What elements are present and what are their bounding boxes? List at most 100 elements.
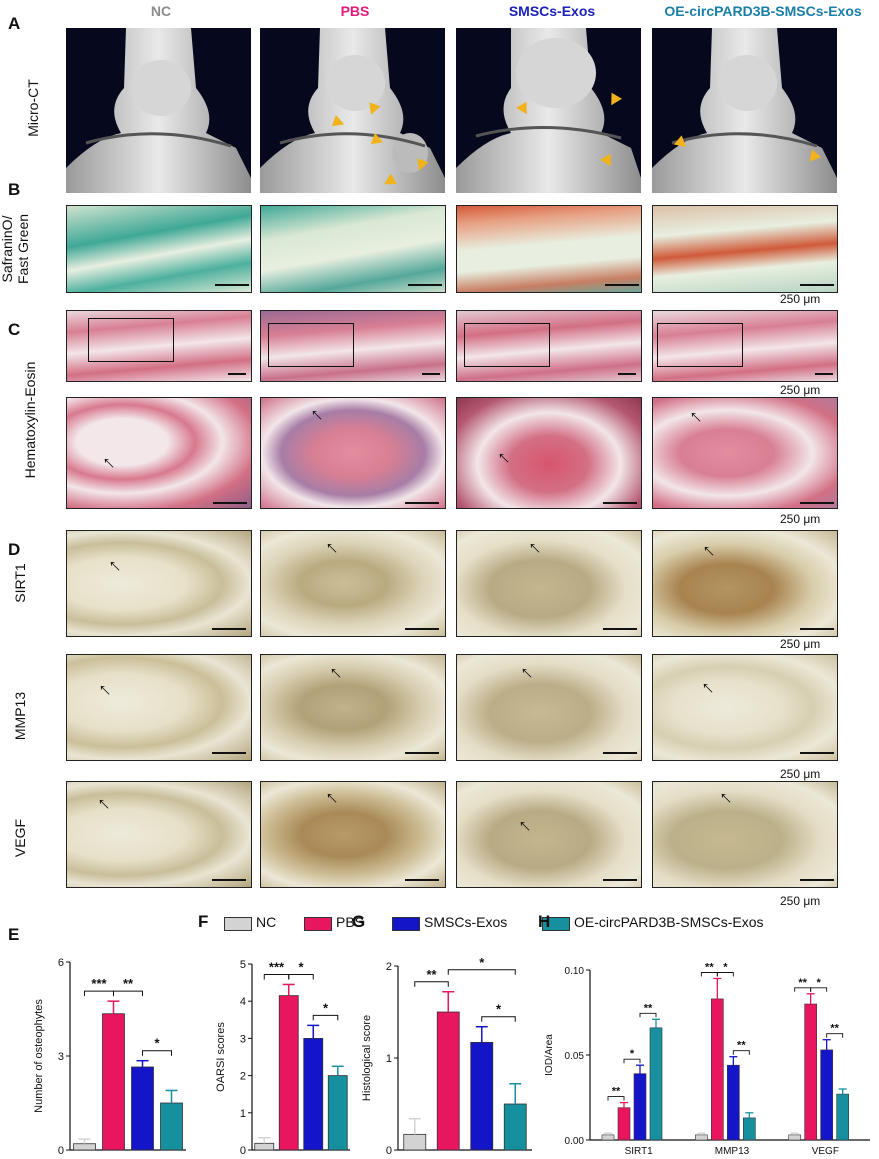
bar — [743, 1117, 756, 1141]
he-lowmag-image-pbs — [260, 310, 446, 382]
row-label-safranin-line1: SafraninO/ — [0, 215, 15, 283]
scale-bar — [800, 752, 834, 754]
panel-letter-g: G — [352, 912, 366, 931]
significance-label: * — [323, 1000, 329, 1015]
significance-label: * — [154, 1036, 160, 1051]
x-tick-label: MMP13 — [715, 1146, 750, 1155]
significance-bracket — [263, 973, 290, 980]
safranin-image-oe-circpard3b — [652, 205, 838, 293]
significance-bracket — [481, 1016, 516, 1022]
significance-bracket — [113, 990, 143, 997]
bar — [254, 1142, 275, 1151]
he-highmag-image-pbs — [260, 397, 446, 509]
significance-label: ** — [798, 977, 807, 989]
significance-label: *** — [269, 959, 285, 974]
scale-bar — [422, 373, 440, 375]
ihc-vegf-image-nc — [66, 781, 252, 888]
y-tick-label: 5 — [240, 959, 246, 971]
significance-bracket — [826, 1033, 844, 1038]
x-tick-label: VEGF — [812, 1146, 839, 1155]
bar — [470, 1041, 494, 1151]
bar — [788, 1134, 801, 1141]
scale-bar — [605, 284, 639, 286]
bar — [836, 1093, 849, 1141]
bar — [303, 1038, 324, 1151]
row-label-sirt1: SIRT1 — [12, 563, 28, 603]
scale-bar — [408, 284, 442, 286]
scale-bar-label: 250 μm — [780, 894, 821, 908]
scale-bar — [405, 879, 439, 881]
scale-bar — [603, 502, 637, 504]
scale-bar-label: 250 μm — [780, 383, 821, 397]
legend-label: OE-circPARD3B-SMSCs-Exos — [574, 914, 764, 930]
significance-bracket — [312, 1014, 339, 1021]
significance-bracket — [716, 972, 734, 977]
scale-bar — [800, 502, 834, 504]
significance-bracket — [639, 1012, 657, 1018]
scale-bar-label: 250 μm — [780, 637, 821, 651]
he-lowmag-image-oe-circpard3b — [652, 310, 838, 382]
scale-bar — [228, 373, 246, 375]
scale-bar — [800, 628, 834, 630]
group-title-nc: NC — [150, 3, 172, 19]
he-highmag-image-nc — [66, 397, 252, 509]
zoom-region-box — [88, 318, 174, 362]
significance-label: ** — [705, 962, 714, 974]
y-tick-label: 2 — [240, 1071, 246, 1083]
panel-letter-b: B — [8, 180, 21, 199]
bar — [727, 1064, 740, 1141]
significance-label: * — [479, 955, 485, 970]
he-highmag-image-smscs-exos — [456, 397, 642, 509]
scale-bar — [603, 879, 637, 881]
significance-label: ** — [644, 1002, 653, 1014]
he-highmag-image-oe-circpard3b — [652, 397, 838, 509]
significance-label: ** — [123, 976, 134, 991]
bar — [73, 1143, 96, 1151]
ihc-mmp13-image-nc — [66, 654, 252, 761]
ihc-vegf-image-smscs-exos — [456, 781, 642, 888]
significance-bracket — [447, 969, 516, 975]
y-tick-label: 3 — [58, 1051, 64, 1063]
y-tick-label: 4 — [240, 996, 246, 1008]
group-title-pbs: PBS — [340, 3, 370, 19]
legend-swatch — [304, 917, 332, 931]
microct-bone-render — [652, 28, 837, 193]
bar — [403, 1133, 427, 1151]
panel-letter-d: D — [8, 540, 21, 559]
legend-label: SMSCs-Exos — [424, 914, 508, 930]
y-tick-label: 0.05 — [565, 1051, 585, 1062]
zoom-region-box — [657, 323, 743, 367]
scale-bar — [212, 879, 246, 881]
legend-label: PBS — [336, 914, 365, 930]
ihc-vegf-image-pbs — [260, 781, 446, 888]
scale-bar-label: 250 μm — [780, 292, 821, 306]
scale-bar — [815, 373, 833, 375]
y-axis-label: OARSI scores — [215, 1022, 227, 1092]
y-axis-label: Histological score — [361, 1015, 373, 1101]
panel-letter-f: F — [198, 912, 209, 931]
microct-bone-render — [456, 28, 641, 193]
scale-bar — [213, 502, 247, 504]
ihc-mmp13-image-oe-circpard3b — [652, 654, 838, 761]
y-tick-label: 0.10 — [565, 966, 585, 977]
significance-bracket — [414, 981, 449, 987]
group-title-smscs-exos: SMSCs-Exos — [508, 3, 596, 19]
panel-letter-e: E — [8, 925, 20, 944]
panel-letter-a: A — [8, 14, 21, 33]
bar — [131, 1066, 154, 1151]
y-tick-label: 0 — [240, 1145, 246, 1155]
significance-label: ** — [830, 1023, 839, 1035]
significance-label: ** — [737, 1040, 746, 1052]
ihc-sirt1-image-smscs-exos — [456, 530, 642, 637]
panel-letter-h: H — [538, 912, 551, 931]
scale-bar — [618, 373, 636, 375]
significance-label: * — [817, 977, 822, 989]
scale-bar — [603, 752, 637, 754]
ihc-sirt1-image-oe-circpard3b — [652, 530, 838, 637]
microct-image-smscs-exos — [456, 28, 641, 193]
legend-swatch — [392, 917, 420, 931]
y-tick-label: 2 — [386, 961, 392, 973]
significance-label: * — [723, 962, 728, 974]
